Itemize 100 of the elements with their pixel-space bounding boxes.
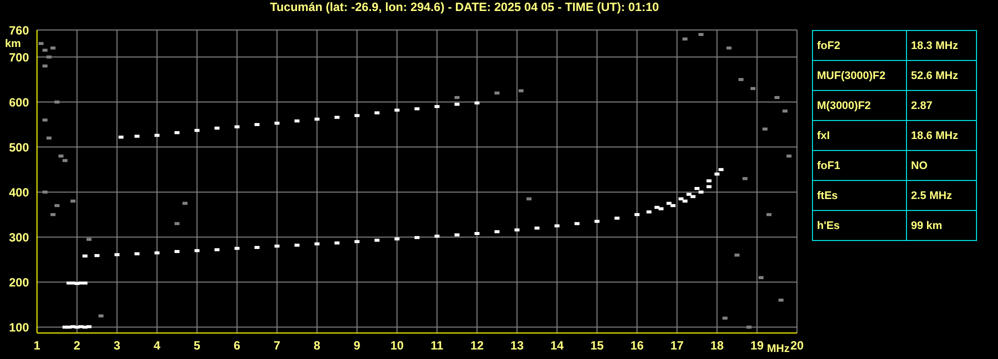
point [454, 102, 460, 106]
point [82, 254, 88, 258]
point [766, 213, 772, 216]
point [50, 213, 56, 216]
point [254, 123, 260, 126]
text: 99 km [906, 210, 976, 240]
point [154, 251, 160, 254]
x-tick-label: 9 [354, 338, 361, 353]
x-tick-label: 7 [274, 338, 281, 353]
point [534, 226, 540, 230]
point [194, 249, 200, 252]
point [70, 200, 76, 203]
x-tick-label: 11 [430, 338, 444, 353]
point [778, 298, 784, 302]
x-tick-label: 2 [74, 338, 81, 353]
x-tick-label: 8 [314, 338, 321, 353]
y-tick-label: 100 [8, 320, 30, 334]
point [782, 110, 788, 113]
point [314, 242, 320, 246]
point [154, 134, 160, 137]
text: 18.6 MHz [906, 120, 976, 150]
x-axis-title: MHz [767, 343, 790, 355]
point [214, 248, 220, 252]
point [718, 168, 724, 172]
point [518, 89, 524, 92]
x-tick-label: 3 [114, 338, 121, 353]
point [274, 122, 280, 125]
point [46, 136, 52, 140]
point [62, 159, 68, 162]
point [42, 118, 48, 122]
point [54, 100, 60, 104]
x-tick-label: 12 [470, 338, 484, 353]
point [42, 64, 48, 68]
point [174, 250, 180, 254]
point [354, 240, 360, 244]
point [762, 128, 768, 131]
point [334, 116, 340, 119]
point [698, 190, 704, 194]
x-tick-label: 16 [630, 338, 644, 353]
text: 18.3 MHz [906, 30, 976, 60]
x-tick-label: 10 [390, 338, 404, 353]
point [98, 314, 104, 318]
point [50, 46, 56, 50]
x-tick-label: 6 [234, 338, 241, 353]
point [494, 92, 500, 95]
point [742, 177, 748, 180]
point [118, 136, 124, 139]
y-tick-label: 300 [8, 230, 30, 244]
text: 52.6 MHz [906, 60, 976, 90]
point [786, 154, 792, 158]
point [374, 238, 380, 242]
point [774, 96, 780, 100]
point [254, 246, 260, 249]
point [134, 134, 140, 138]
point [726, 46, 732, 50]
text: fxI [812, 120, 906, 150]
point [314, 118, 320, 121]
point [514, 228, 520, 232]
point [614, 216, 620, 220]
point [682, 38, 688, 41]
point [294, 244, 300, 247]
text: ftEs [812, 180, 906, 210]
point [722, 316, 728, 320]
point [414, 107, 420, 110]
point [234, 246, 240, 250]
x-tick-label: 14 [550, 338, 564, 353]
point [182, 202, 188, 205]
point [634, 213, 640, 216]
point [114, 253, 120, 256]
point [134, 252, 140, 256]
point [174, 131, 180, 134]
y-tick-label: 200 [8, 275, 30, 290]
point [686, 192, 692, 196]
point [574, 222, 580, 226]
text: NO [906, 150, 976, 180]
point [86, 325, 92, 328]
point [526, 197, 532, 200]
point [214, 126, 220, 130]
point [434, 105, 440, 108]
x-tick-label: 17 [670, 338, 684, 353]
point [454, 233, 460, 236]
y-tick-label: 760 [8, 23, 30, 38]
point [454, 96, 460, 100]
point [666, 202, 672, 205]
point [42, 48, 48, 52]
point [414, 236, 420, 240]
text: MUF(3000)F2 [812, 60, 906, 90]
point [750, 87, 756, 90]
point [94, 254, 100, 258]
point [678, 197, 684, 200]
point [694, 186, 700, 190]
y-tick-label: 400 [8, 185, 30, 200]
point [654, 206, 660, 209]
x-tick-label: 4 [154, 338, 161, 353]
point [682, 200, 688, 203]
text: foF2 [812, 30, 906, 60]
y-tick-label: 700 [8, 50, 30, 64]
y-tick-label: 600 [8, 95, 30, 110]
point [46, 56, 52, 59]
y-tick-label: 500 [8, 140, 30, 154]
